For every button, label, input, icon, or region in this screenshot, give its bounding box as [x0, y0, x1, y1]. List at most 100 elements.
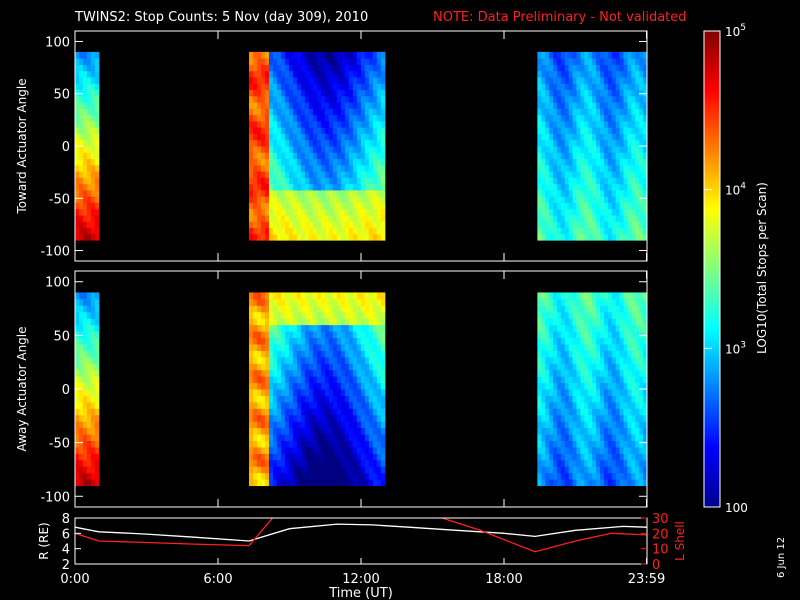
heatmap-cell	[324, 350, 330, 358]
heatmap-cell	[611, 146, 617, 153]
heatmap-cell	[556, 89, 562, 97]
heatmap-cell	[553, 453, 558, 461]
heatmap-cell	[360, 139, 366, 147]
heatmap-cell	[292, 395, 298, 403]
heatmap-cell	[580, 337, 585, 345]
heatmap-cell	[537, 189, 542, 197]
heatmap-cell	[607, 133, 613, 141]
heatmap-cell	[556, 395, 562, 403]
heatmap-cell	[600, 318, 605, 326]
heatmap-cell	[300, 114, 306, 122]
heatmap-cell	[280, 95, 286, 103]
heatmap-cell	[340, 311, 346, 319]
heatmap-cell	[276, 227, 282, 235]
heatmap-cell	[643, 356, 647, 364]
heatmap-cell	[596, 202, 601, 210]
heatmap-cell	[292, 350, 298, 358]
heatmap-cell	[556, 479, 562, 487]
heatmap-cell	[611, 395, 617, 403]
heatmap-cell	[368, 459, 374, 467]
heatmap-cell	[75, 479, 80, 487]
heatmap-cell	[568, 331, 574, 339]
heatmap-cell	[332, 305, 338, 313]
heatmap-cell	[86, 434, 92, 441]
heatmap-cell	[360, 414, 366, 422]
heatmap-cell	[276, 305, 282, 313]
heatmap-cell	[619, 70, 625, 78]
heatmap-cell	[603, 152, 609, 160]
heatmap-cell	[78, 446, 84, 454]
heatmap-cell	[288, 139, 294, 147]
heatmap-cell	[340, 58, 346, 65]
heatmap-cell	[86, 202, 92, 210]
heatmap-cell	[284, 363, 290, 371]
heatmap-cell	[596, 459, 601, 467]
heatmap-cell	[332, 215, 338, 222]
heatmap-cell	[564, 114, 570, 122]
heatmap-cell	[556, 70, 562, 78]
heatmap-cell	[553, 83, 558, 91]
heatmap-cell	[344, 427, 350, 435]
heatmap-cell	[576, 196, 581, 203]
heatmap-cell	[356, 215, 362, 222]
heatmap-cell	[288, 434, 294, 441]
heatmap-cell	[280, 337, 286, 345]
heatmap-cell	[86, 414, 92, 422]
heatmap-cell	[623, 120, 628, 128]
heatmap-cell	[596, 356, 601, 364]
heatmap-cell	[340, 139, 346, 147]
heatmap-cell	[292, 146, 298, 153]
heatmap-cell	[611, 58, 617, 65]
heatmap-cell	[340, 152, 346, 160]
heatmap-cell	[635, 446, 640, 454]
heatmap-cell	[356, 331, 362, 339]
heatmap-cell	[603, 51, 609, 59]
heatmap-cell	[324, 183, 330, 191]
heatmap-cell	[376, 446, 382, 454]
heatmap-cell	[572, 70, 578, 78]
heatmap-cell	[86, 233, 92, 241]
heatmap-cell	[545, 177, 550, 185]
heatmap-cell	[584, 83, 589, 91]
heatmap-cell	[252, 227, 258, 235]
heatmap-cell	[328, 202, 334, 210]
heatmap-cell	[86, 401, 92, 409]
heatmap-cell	[324, 158, 330, 166]
heatmap-cell	[364, 466, 370, 474]
heatmap-cell	[572, 58, 578, 65]
heatmap-cell	[372, 164, 378, 172]
heatmap-cell	[549, 472, 554, 480]
heatmap-cell	[360, 114, 366, 122]
heatmap-cell	[304, 171, 310, 178]
heatmap-cell	[541, 421, 546, 429]
heatmap-cell	[364, 127, 370, 134]
heatmap-cell	[332, 83, 338, 91]
heatmap-cell	[549, 356, 554, 364]
heatmap-cell	[643, 158, 647, 166]
heatmap-cell	[332, 350, 338, 358]
heatmap-cell	[316, 208, 322, 216]
heatmap-cell	[312, 292, 318, 300]
heatmap-cell	[272, 292, 278, 300]
heatmap-cell	[352, 395, 358, 403]
heatmap-cell	[292, 343, 298, 351]
heatmap-cell	[344, 208, 350, 216]
heatmap-cell	[75, 389, 80, 396]
heatmap-cell	[611, 202, 617, 210]
heatmap-cell	[380, 120, 386, 128]
heatmap-cell	[86, 440, 92, 448]
heatmap-cell	[300, 215, 306, 222]
heatmap-cell	[553, 395, 558, 403]
heatmap-cell	[312, 202, 318, 210]
heatmap-cell	[308, 196, 314, 203]
heatmap-cell	[564, 89, 570, 97]
heatmap-cell	[596, 127, 601, 134]
heatmap-cell	[328, 139, 334, 147]
heatmap-cell	[324, 305, 330, 313]
heatmap-cell	[324, 292, 330, 300]
heatmap-cell	[336, 64, 342, 72]
heatmap-cell	[252, 114, 258, 122]
heatmap-cell	[90, 83, 96, 91]
heatmap-cell	[623, 337, 628, 345]
heatmap-cell	[635, 146, 640, 153]
